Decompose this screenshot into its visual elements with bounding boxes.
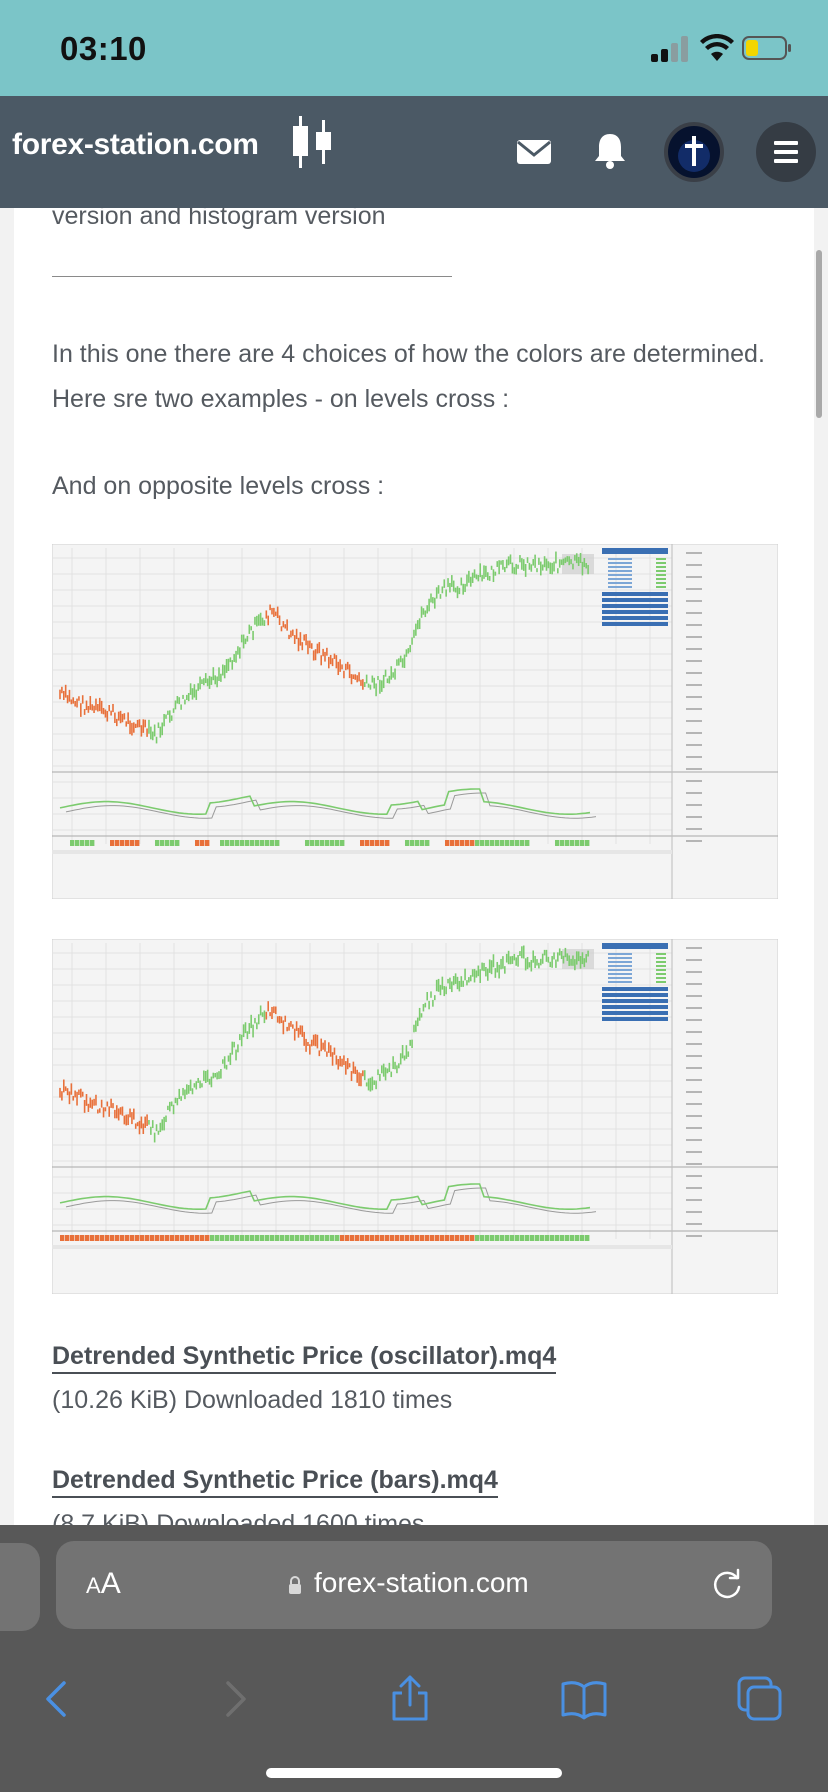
- logo-candles-icon: [293, 116, 331, 168]
- bookmarks-icon[interactable]: [560, 1675, 608, 1723]
- color-bars: [60, 1235, 590, 1241]
- browser-chrome: AA forex-station.com: [0, 1525, 828, 1792]
- post-card: version and histogram version In this on…: [14, 208, 814, 1525]
- url-text: forex-station.com: [314, 1567, 529, 1598]
- color-bars: [70, 840, 590, 846]
- aa-small-label: A: [86, 1573, 101, 1598]
- chart-background: [52, 939, 778, 1294]
- attachment-meta-oscillator: (10.26 KiB) Downloaded 1810 times: [52, 1386, 453, 1414]
- hamburger-menu-icon[interactable]: [756, 122, 816, 182]
- status-time: 03:10: [60, 30, 147, 67]
- site-header: forex-station.com: [0, 96, 828, 208]
- mail-icon[interactable]: [516, 136, 552, 168]
- price-candles: [59, 945, 589, 1143]
- status-bar: 03:10: [0, 0, 828, 96]
- chart-grid: [52, 943, 672, 1239]
- price-candles: [59, 551, 589, 744]
- price-scale: [686, 552, 702, 842]
- oscillator-line: [59, 1183, 591, 1210]
- signal-line: [65, 792, 597, 819]
- user-avatar[interactable]: [664, 122, 724, 182]
- back-arrow-icon[interactable]: [34, 1675, 82, 1723]
- time-axis: [52, 1245, 672, 1249]
- address-bar[interactable]: AA forex-station.com: [56, 1541, 772, 1629]
- avatar-icon: [678, 136, 710, 172]
- lock-icon: [289, 1576, 301, 1594]
- chart-screenshot-opposite-levels-cross[interactable]: [52, 939, 778, 1294]
- previous-tab-preview[interactable]: [0, 1543, 40, 1631]
- signal-line: [65, 1187, 597, 1214]
- chart-background: [52, 544, 778, 899]
- page-scrollbar[interactable]: [816, 250, 822, 418]
- chart-screenshot-levels-cross[interactable]: [52, 544, 778, 899]
- indicator-info-panel: [602, 548, 668, 626]
- battery-icon: [742, 36, 791, 60]
- aa-big-label: A: [100, 1567, 121, 1600]
- attachment-link-oscillator[interactable]: Detrended Synthetic Price (oscillator).m…: [52, 1342, 557, 1374]
- forward-arrow-icon[interactable]: [210, 1675, 258, 1723]
- post-paragraph-opposite-levels-cross: And on opposite levels cross :: [52, 472, 385, 500]
- price-scale: [686, 947, 702, 1237]
- home-indicator: [266, 1768, 562, 1778]
- tabs-icon[interactable]: [736, 1675, 784, 1723]
- chart-grid: [52, 548, 672, 844]
- post-paragraph-levels-cross: In this one there are 4 choices of how t…: [52, 340, 765, 413]
- post-text-line: version and histogram version: [52, 208, 386, 230]
- attachment-meta-bars: (8.7 KiB) Downloaded 1600 times: [52, 1510, 425, 1525]
- attachment-link-bars[interactable]: Detrended Synthetic Price (bars).mq4: [52, 1466, 498, 1498]
- oscillator-line: [59, 788, 591, 815]
- post-divider: [52, 276, 452, 277]
- indicator-info-panel: [602, 943, 668, 1021]
- reload-icon[interactable]: [710, 1567, 744, 1603]
- content-area: version and histogram version In this on…: [0, 208, 828, 1525]
- reader-aa-button[interactable]: AA: [86, 1567, 121, 1601]
- signal-strength-icon: [651, 36, 691, 62]
- oscillator-pane: [59, 1183, 597, 1214]
- site-logo[interactable]: forex-station.com: [12, 128, 259, 161]
- share-icon[interactable]: [386, 1675, 434, 1723]
- time-axis: [52, 850, 672, 854]
- wifi-icon: [700, 34, 734, 61]
- bell-icon[interactable]: [593, 132, 627, 170]
- oscillator-pane: [59, 788, 597, 819]
